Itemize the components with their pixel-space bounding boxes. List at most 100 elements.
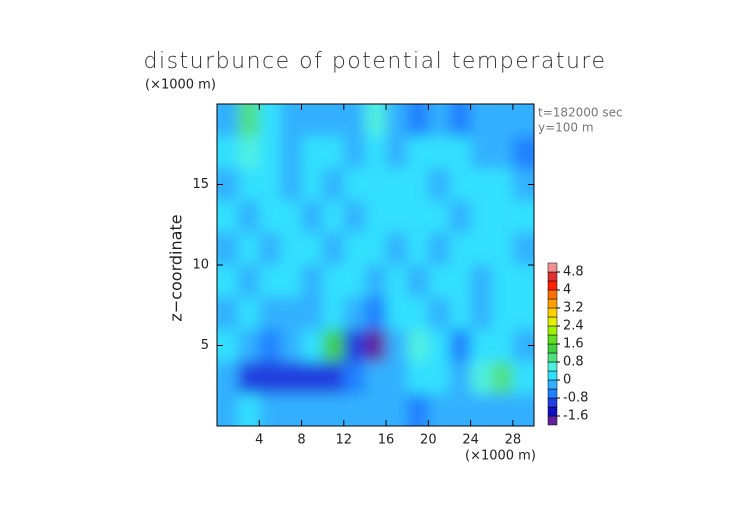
cell [364,232,387,266]
cell [491,393,514,426]
cell [470,297,493,330]
cell [512,104,534,137]
cell [428,297,450,330]
y-unit: (×1000 m) [145,78,216,93]
colorbar-tick-label: -1.6 [563,409,588,424]
colorbar-box [547,298,558,309]
cell [364,297,387,330]
cell [343,297,366,330]
cell [428,232,450,266]
cell [238,136,260,169]
cell [343,136,366,169]
cell [301,200,324,234]
colorbar-box [547,406,558,417]
colorbar-tick-label: 4 [563,283,571,298]
cell [322,200,345,234]
cell [301,329,324,363]
cell [364,265,387,298]
x-tick-label: 28 [505,433,522,448]
cell [491,232,514,266]
cell [386,168,408,202]
cell [364,393,387,426]
cell [280,104,303,137]
cell [343,361,366,395]
cell [217,136,239,169]
colorbar-box [547,370,558,381]
cell [512,200,534,234]
cell [259,265,281,298]
cell [407,104,429,137]
cell [322,393,345,426]
cell [470,200,493,234]
cell [407,329,429,363]
cell [449,232,472,266]
cell [407,297,429,330]
colorbar-tick-label: 3.2 [563,301,584,316]
cell [343,393,366,426]
cell [491,297,514,330]
cell [238,297,260,330]
cell [259,361,281,395]
colorbar-tick-label: -0.8 [563,391,588,406]
cell [322,361,345,395]
cell [386,265,408,298]
cell [280,136,303,169]
cell [217,200,239,234]
cell [407,168,429,202]
x-tick-label: 12 [336,433,353,448]
cell [470,136,493,169]
cell [407,232,429,266]
cell [449,297,472,330]
cells [217,104,534,426]
cell [259,136,281,169]
cell [280,393,303,426]
cell [280,361,303,395]
colorbar-tick-label: 2.4 [563,319,584,334]
cell [386,297,408,330]
cell [491,329,514,363]
cell [259,329,281,363]
x-tick-label: 16 [378,433,395,448]
colorbar-box [547,397,558,408]
cell [238,361,260,395]
x-unit: (×1000 m) [465,449,536,464]
cell [343,329,366,363]
cell [238,265,260,298]
cell [343,232,366,266]
field [217,104,534,426]
cell [470,232,493,266]
cell [217,168,239,202]
cell [491,104,514,137]
x-tick-label: 20 [420,433,437,448]
cell [364,361,387,395]
y-tick-label: 15 [192,177,209,192]
x-tick-label: 8 [297,433,305,448]
colorbar-box [547,379,558,390]
cell [512,393,534,426]
cell [491,200,514,234]
cell [259,104,281,137]
cell [470,361,493,395]
cell [322,265,345,298]
annotation: t=182000 sec [538,106,623,120]
cell [301,393,324,426]
colorbar-box [547,352,558,363]
cell [322,168,345,202]
cell [386,232,408,266]
cell [470,265,493,298]
cell [428,200,450,234]
cell [280,168,303,202]
cell [280,329,303,363]
cell [217,329,239,363]
cell [491,265,514,298]
colorbar-box [547,415,558,426]
cell [259,232,281,266]
cell [238,232,260,266]
cell [217,393,239,426]
cell [364,136,387,169]
cell [238,200,260,234]
cell [322,232,345,266]
cell [407,136,429,169]
cell [428,104,450,137]
cell [238,168,260,202]
